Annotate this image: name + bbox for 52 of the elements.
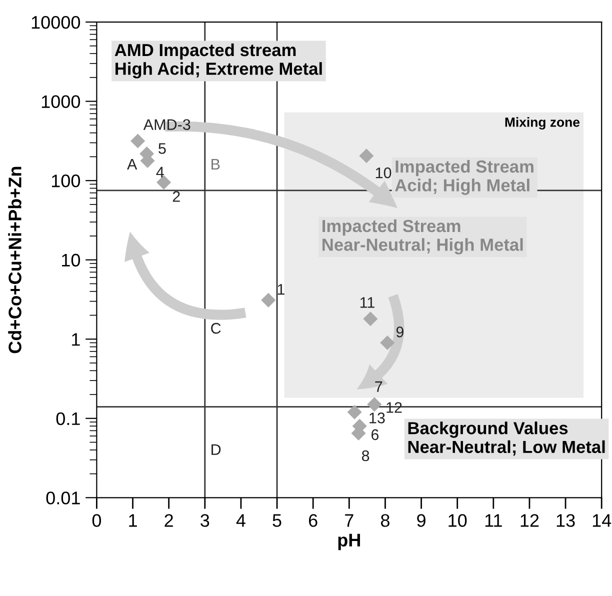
annotation: 10 <box>376 167 392 178</box>
annotation: 7 <box>375 381 382 392</box>
x-tick-label: 14 <box>592 514 612 527</box>
x-tick-label: 4 <box>236 514 246 527</box>
y-tick-label: 1000 <box>42 95 80 108</box>
x-tick-label: 1 <box>129 514 137 527</box>
annotation: 13 <box>370 412 385 424</box>
annotation: 5 <box>158 143 166 154</box>
x-tick-label: 3 <box>200 514 210 527</box>
x-tick-label: 5 <box>272 514 282 527</box>
point <box>380 335 395 350</box>
band-label: Mixing zone <box>505 117 580 130</box>
point <box>367 397 382 412</box>
annotation: Impacted Stream Acid; High Metal <box>395 160 534 195</box>
x-tick-label: 6 <box>308 514 318 527</box>
annotation: A <box>127 158 138 170</box>
annotation: 2 <box>172 191 180 202</box>
x-axis-title: pH <box>338 534 360 550</box>
x-tick-label: 2 <box>164 514 173 527</box>
annotation: 9 <box>396 326 404 338</box>
annotation: AMD Impacted stream High Acid; Extreme Metal <box>114 43 322 78</box>
annotation: 11 <box>360 297 374 308</box>
point <box>359 148 374 164</box>
x-tick-label: 7 <box>345 514 354 527</box>
annotation: 4 <box>156 166 164 178</box>
annotation: C <box>211 322 221 334</box>
y-tick-label: 0.01 <box>46 492 80 504</box>
y-axis-title: Cd+Co+Cu+Ni+Pb+Zn <box>8 166 22 354</box>
x-tick-label: 9 <box>417 514 426 527</box>
y-tick-label: 10 <box>62 254 80 267</box>
x-tick-label: 12 <box>520 514 539 527</box>
point <box>363 312 378 326</box>
x-tick-label: 0 <box>92 514 102 527</box>
annotation: Impacted Stream Near-Neutral; High Metal <box>322 219 523 254</box>
x-tick-label: 10 <box>448 514 467 527</box>
y-tick-label: 100 <box>52 174 80 188</box>
annotation: AMD-3 <box>143 119 190 130</box>
x-tick-label: 11 <box>485 514 502 527</box>
annotation: B <box>212 158 220 170</box>
annotation: 8 <box>362 450 370 462</box>
annotation: 6 <box>371 429 379 440</box>
y-tick-label: 1 <box>72 333 80 346</box>
x-tick-label: 8 <box>380 514 390 527</box>
y-tick-label: 0.1 <box>56 412 80 426</box>
annotation: Background Values Near-Neutral; Low Metal <box>408 422 605 456</box>
x-tick-label: 13 <box>556 514 575 527</box>
y-tick-label: 10000 <box>32 16 80 29</box>
annotation: 1 <box>278 284 284 295</box>
point <box>130 134 146 148</box>
annotation: D <box>212 444 221 455</box>
point <box>347 404 362 420</box>
point <box>261 292 276 308</box>
